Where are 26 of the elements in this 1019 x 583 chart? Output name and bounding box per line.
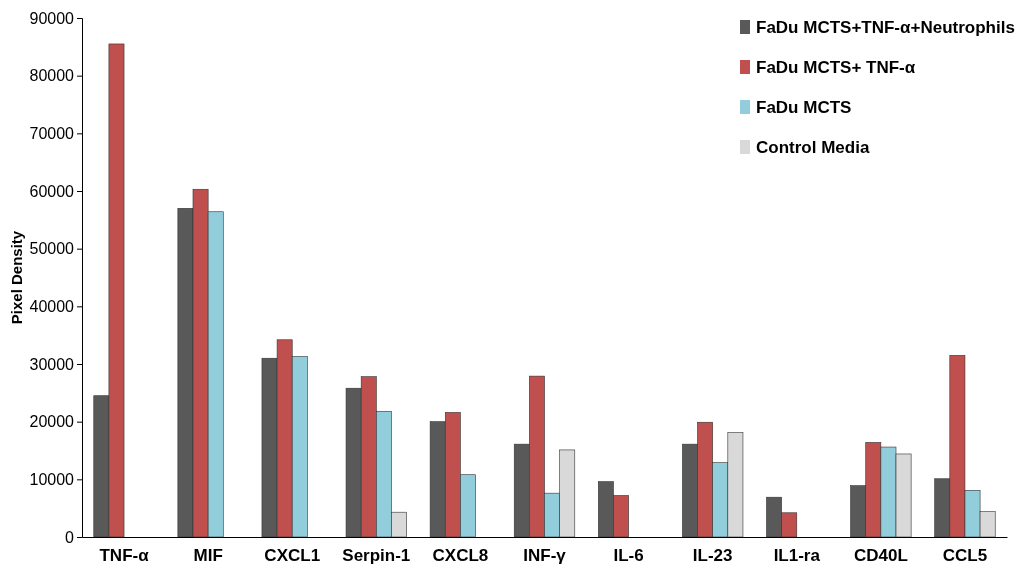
y-tick-label: 20000	[29, 413, 75, 431]
y-tick-label: 80000	[29, 67, 75, 85]
legend-label: FaDu MCTS	[756, 98, 852, 117]
legend-label: FaDu MCTS+TNF-α+Neutrophils	[756, 18, 1015, 37]
x-tick-label: IL1-ra	[773, 546, 821, 566]
x-tick-label: CCL5	[942, 546, 988, 566]
y-tick-label: 30000	[29, 355, 75, 373]
legend-label: Control Media	[756, 138, 870, 157]
x-tick-label: Serpin-1	[342, 546, 411, 566]
x-tick-label: CXCL8	[432, 546, 489, 566]
x-tick-label: INF-γ	[523, 546, 567, 566]
x-tick-label: TNF-α	[99, 546, 150, 566]
y-tick-label: 60000	[29, 182, 75, 200]
x-tick-label: IL-23	[692, 546, 733, 566]
x-tick-label: IL-6	[613, 546, 644, 566]
x-tick-label: CD40L	[853, 546, 908, 566]
x-tick-label: MIF	[193, 546, 223, 566]
y-tick-label: 10000	[29, 470, 75, 488]
x-tick-label: CXCL1	[264, 546, 321, 566]
y-tick-label: 0	[65, 528, 75, 546]
legend-label: FaDu MCTS+ TNF-α	[756, 58, 916, 77]
y-tick-label: 70000	[29, 124, 75, 142]
y-axis-title: Pixel Density	[8, 230, 25, 325]
y-tick-label: 90000	[29, 9, 75, 27]
y-tick-label: 50000	[29, 240, 75, 258]
y-tick-label: 40000	[29, 297, 75, 315]
